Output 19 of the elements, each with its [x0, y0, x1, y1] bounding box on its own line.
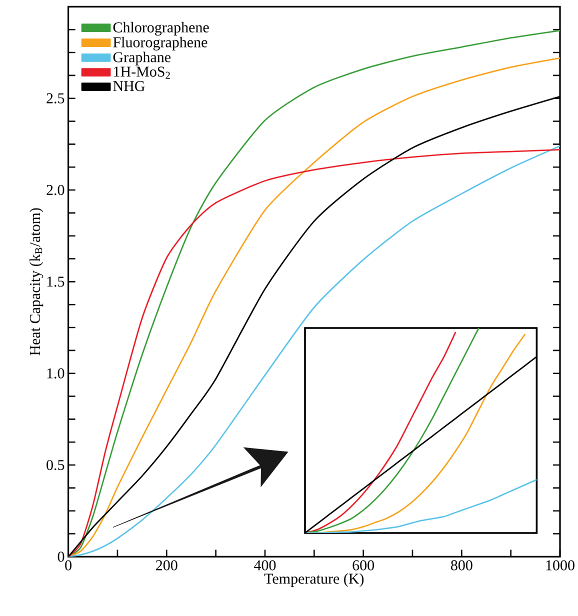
x-tick-label: 200: [156, 560, 178, 570]
legend-label: Chlorographene: [113, 22, 209, 36]
y-tick-label: 1.5: [47, 276, 64, 287]
y-axis-title: Heat Capacity (k$_{B}$/atom): [29, 208, 43, 356]
x-tick-label: 600: [352, 560, 374, 570]
x-tick-label: 800: [450, 560, 472, 570]
x-axis-title: Temperature (K): [264, 573, 364, 587]
x-tick-label: 0: [64, 560, 72, 570]
legend-label: NHG: [113, 81, 145, 92]
legend-label: Graphane: [113, 52, 170, 66]
y-tick-label: 0: [58, 552, 64, 562]
legend-label: Fluorographene: [113, 36, 208, 50]
x-tick-label: 400: [254, 560, 276, 570]
y-tick-label: 2.5: [46, 93, 64, 104]
y-tick-label: 1.0: [47, 368, 64, 378]
x-tick-label: 1000: [546, 560, 574, 570]
y-tick-label: 0.5: [46, 460, 64, 470]
y-tick-label: 2.0: [46, 184, 64, 196]
legend-label: 1H-MoS$_{2}$: [114, 66, 170, 79]
